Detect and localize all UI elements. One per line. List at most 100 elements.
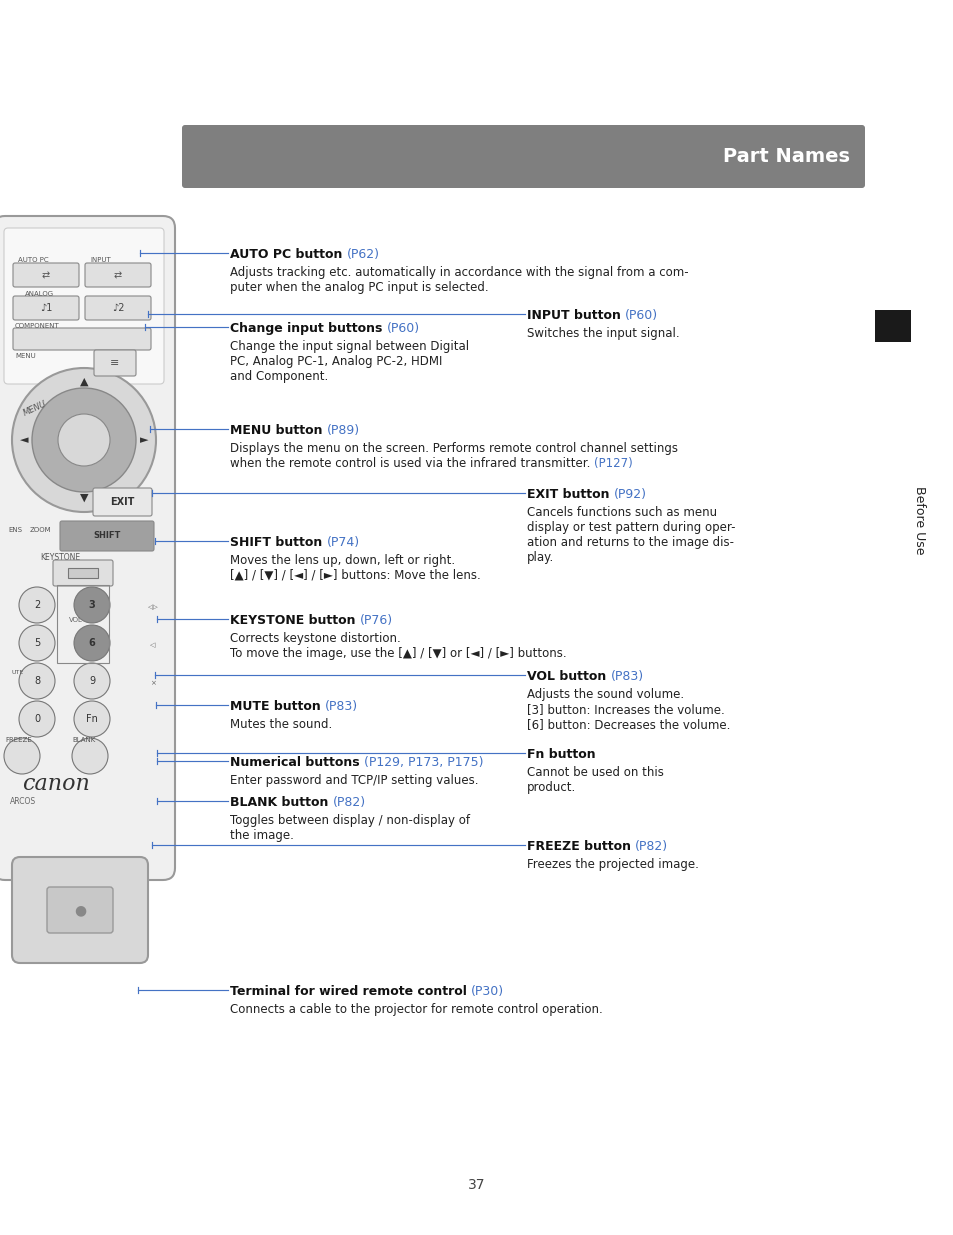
Text: Part Names: Part Names <box>722 147 849 165</box>
Text: ⇄: ⇄ <box>42 270 50 280</box>
FancyBboxPatch shape <box>85 263 151 287</box>
Text: (P76): (P76) <box>359 614 393 627</box>
Text: ANALOG: ANALOG <box>25 291 54 296</box>
Text: (P89): (P89) <box>327 424 359 437</box>
Text: (P82): (P82) <box>333 797 366 809</box>
Text: KEYSTONE: KEYSTONE <box>40 552 80 562</box>
Text: puter when the analog PC input is selected.: puter when the analog PC input is select… <box>230 282 488 294</box>
Text: BLANK button: BLANK button <box>230 797 333 809</box>
Text: 3: 3 <box>89 600 95 610</box>
Text: MENU button: MENU button <box>230 424 327 437</box>
Text: 8: 8 <box>34 676 40 685</box>
Text: Cancels functions such as menu: Cancels functions such as menu <box>526 506 717 519</box>
Text: ◁▷: ◁▷ <box>148 604 158 610</box>
Text: [3] button: Increases the volume.: [3] button: Increases the volume. <box>526 703 724 716</box>
Text: ARCOS: ARCOS <box>10 798 36 806</box>
Text: COMPONENT: COMPONENT <box>15 324 60 329</box>
Text: Numerical buttons: Numerical buttons <box>230 756 364 769</box>
Text: Before Use: Before Use <box>913 485 925 555</box>
FancyBboxPatch shape <box>4 228 164 384</box>
Text: SHIFT: SHIFT <box>93 531 121 541</box>
Text: Cannot be used on this: Cannot be used on this <box>526 766 663 779</box>
Text: and Component.: and Component. <box>230 370 328 383</box>
Text: ×: × <box>150 680 155 685</box>
Text: ≡: ≡ <box>111 358 119 368</box>
Text: 2: 2 <box>34 600 40 610</box>
Text: 37: 37 <box>468 1178 485 1192</box>
Text: [6] button: Decreases the volume.: [6] button: Decreases the volume. <box>526 718 730 731</box>
Text: (P83): (P83) <box>325 700 358 713</box>
Text: Corrects keystone distortion.: Corrects keystone distortion. <box>230 632 400 645</box>
Text: UTE: UTE <box>12 669 24 674</box>
Text: (P60): (P60) <box>624 309 658 322</box>
Text: ENS: ENS <box>8 527 22 534</box>
Text: BLANK: BLANK <box>71 737 95 743</box>
Text: SHIFT button: SHIFT button <box>230 536 326 550</box>
Circle shape <box>74 587 110 622</box>
Text: (P82): (P82) <box>635 840 668 853</box>
FancyBboxPatch shape <box>182 125 864 188</box>
Text: Mutes the sound.: Mutes the sound. <box>230 718 332 731</box>
Text: KEYSTONE button: KEYSTONE button <box>230 614 359 627</box>
Circle shape <box>19 625 55 661</box>
Text: MENU: MENU <box>15 353 35 359</box>
Text: Enter password and TCP/IP setting values.: Enter password and TCP/IP setting values… <box>230 774 478 787</box>
Text: ▲: ▲ <box>80 377 89 387</box>
FancyBboxPatch shape <box>60 521 153 551</box>
Circle shape <box>74 663 110 699</box>
Bar <box>874 310 910 342</box>
Text: AUTO PC: AUTO PC <box>18 257 49 263</box>
Text: (P92): (P92) <box>613 488 646 501</box>
Text: Toggles between display / non-display of: Toggles between display / non-display of <box>230 814 470 827</box>
Text: canon: canon <box>22 773 90 795</box>
Text: Adjusts the sound volume.: Adjusts the sound volume. <box>526 688 683 701</box>
Text: [▲] / [▼] / [◄] / [►] buttons: Move the lens.: [▲] / [▼] / [◄] / [►] buttons: Move the … <box>230 569 480 582</box>
Text: EXIT: EXIT <box>110 496 134 508</box>
Text: Change input buttons: Change input buttons <box>230 322 386 335</box>
Circle shape <box>12 368 156 513</box>
FancyBboxPatch shape <box>85 296 151 320</box>
Text: ZOOM: ZOOM <box>30 527 51 534</box>
Text: FREEZE button: FREEZE button <box>526 840 635 853</box>
Text: ♪2: ♪2 <box>112 303 124 312</box>
Circle shape <box>74 701 110 737</box>
Text: EXIT button: EXIT button <box>526 488 613 501</box>
Circle shape <box>32 388 136 492</box>
Text: Fn button: Fn button <box>526 748 595 761</box>
FancyBboxPatch shape <box>0 216 174 881</box>
Text: (P83): (P83) <box>610 671 643 683</box>
FancyBboxPatch shape <box>13 263 79 287</box>
Text: Change the input signal between Digital: Change the input signal between Digital <box>230 340 469 353</box>
Text: 5: 5 <box>34 638 40 648</box>
Text: when the remote control is used via the infrared transmitter.: when the remote control is used via the … <box>230 457 594 471</box>
Circle shape <box>4 739 40 774</box>
Circle shape <box>58 414 110 466</box>
Text: (P62): (P62) <box>346 248 379 261</box>
Text: Connects a cable to the projector for remote control operation.: Connects a cable to the projector for re… <box>230 1003 602 1016</box>
Bar <box>57 585 109 663</box>
Circle shape <box>19 587 55 622</box>
Text: To move the image, use the [▲] / [▼] or [◄] / [►] buttons.: To move the image, use the [▲] / [▼] or … <box>230 647 566 659</box>
Text: Adjusts tracking etc. automatically in accordance with the signal from a com-: Adjusts tracking etc. automatically in a… <box>230 266 688 279</box>
Text: (P30): (P30) <box>471 986 504 998</box>
FancyBboxPatch shape <box>12 857 148 963</box>
Text: the image.: the image. <box>230 829 294 842</box>
Text: ◁: ◁ <box>151 642 155 648</box>
Text: ▼: ▼ <box>80 493 89 503</box>
Text: MUTE button: MUTE button <box>230 700 325 713</box>
Text: FREEZE: FREEZE <box>5 737 31 743</box>
Text: product.: product. <box>526 781 576 794</box>
Text: PC, Analog PC-1, Analog PC-2, HDMI: PC, Analog PC-1, Analog PC-2, HDMI <box>230 354 442 368</box>
Text: Terminal for wired remote control: Terminal for wired remote control <box>230 986 471 998</box>
Text: 0: 0 <box>34 714 40 724</box>
Text: AUTO PC button: AUTO PC button <box>230 248 346 261</box>
Text: ation and returns to the image dis-: ation and returns to the image dis- <box>526 536 733 550</box>
Circle shape <box>19 701 55 737</box>
Text: INPUT button: INPUT button <box>526 309 624 322</box>
Text: ◄: ◄ <box>20 435 29 445</box>
FancyBboxPatch shape <box>92 488 152 516</box>
FancyBboxPatch shape <box>13 329 151 350</box>
Text: Fn: Fn <box>86 714 98 724</box>
Text: Switches the input signal.: Switches the input signal. <box>526 327 679 340</box>
Text: 9: 9 <box>89 676 95 685</box>
